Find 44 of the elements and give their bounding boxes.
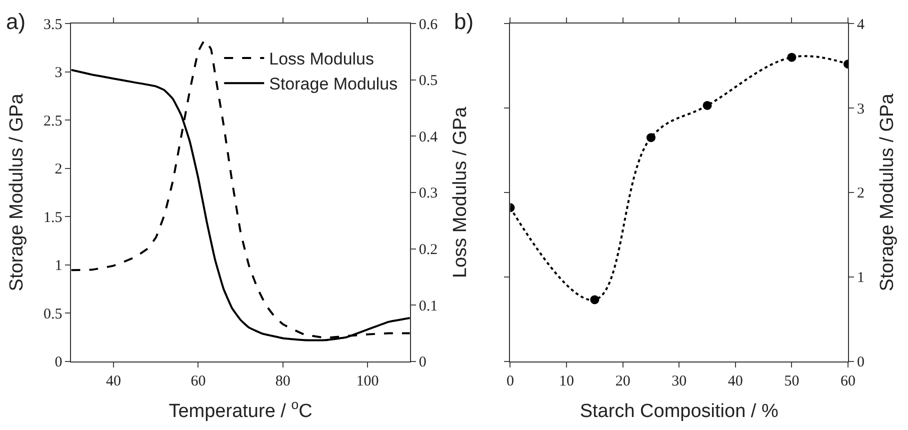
x-tick-label: 80 — [275, 373, 290, 390]
y2-tick-label: 2 — [857, 186, 865, 202]
chart-title: a) — [6, 9, 26, 34]
y2-tick-label: 0 — [418, 354, 426, 371]
x-axis-title: Starch Composition / % — [580, 401, 778, 422]
y-tick-label: 3.5 — [43, 16, 62, 33]
chart-title: b) — [454, 9, 474, 34]
y-tick-label: 0 — [54, 354, 62, 371]
y-tick-label: 2 — [54, 162, 62, 178]
x-tick-label: 30 — [672, 373, 687, 390]
y2-axis-title: Storage Modulus / GPa — [876, 93, 898, 292]
y2-axis-title: Loss Modulus / GPa — [450, 106, 471, 278]
x-tick-label: 40 — [106, 373, 122, 390]
y-tick-label: 1.5 — [43, 210, 62, 226]
y2-tick-label: 0 — [857, 354, 865, 371]
y2-tick-label: 3 — [857, 101, 865, 118]
y2-tick-label: 0.3 — [418, 186, 438, 202]
y2-tick-label: 0.5 — [418, 73, 438, 90]
x-tick-label: 50 — [784, 373, 800, 390]
y-axis-title: Storage Modulus / GPa — [6, 93, 28, 292]
x-axis-title: Temperature / $^{o}$C — [168, 397, 312, 422]
y2-tick-label: 0.2 — [418, 242, 438, 258]
x-tick-label: 0 — [506, 373, 514, 390]
y-tick-label: 2.5 — [43, 113, 62, 130]
y2-tick-label: 0.1 — [418, 298, 438, 314]
x-tick-label: 10 — [559, 373, 574, 390]
x-tick-label: 100 — [356, 373, 379, 390]
y2-tick-label: 0.4 — [418, 129, 438, 146]
y2-tick-label: 0.6 — [418, 16, 438, 33]
x-tick-label: 60 — [840, 373, 856, 390]
y-tick-label: 3 — [54, 65, 62, 82]
y-tick-label: 1 — [54, 258, 62, 274]
point — [787, 52, 796, 62]
legend-label: Storage Modulus — [269, 74, 398, 94]
point — [590, 295, 600, 304]
x-tick-label: 20 — [615, 373, 630, 390]
x-tick-label: 40 — [728, 373, 743, 390]
legend-label: Loss Modulus — [269, 50, 374, 69]
point — [646, 133, 656, 142]
y2-tick-label: 1 — [857, 270, 865, 286]
y2-tick-label: 4 — [857, 16, 866, 33]
x-tick-label: 60 — [190, 373, 206, 390]
point — [702, 100, 712, 110]
y-tick-label: 0.5 — [43, 306, 62, 322]
